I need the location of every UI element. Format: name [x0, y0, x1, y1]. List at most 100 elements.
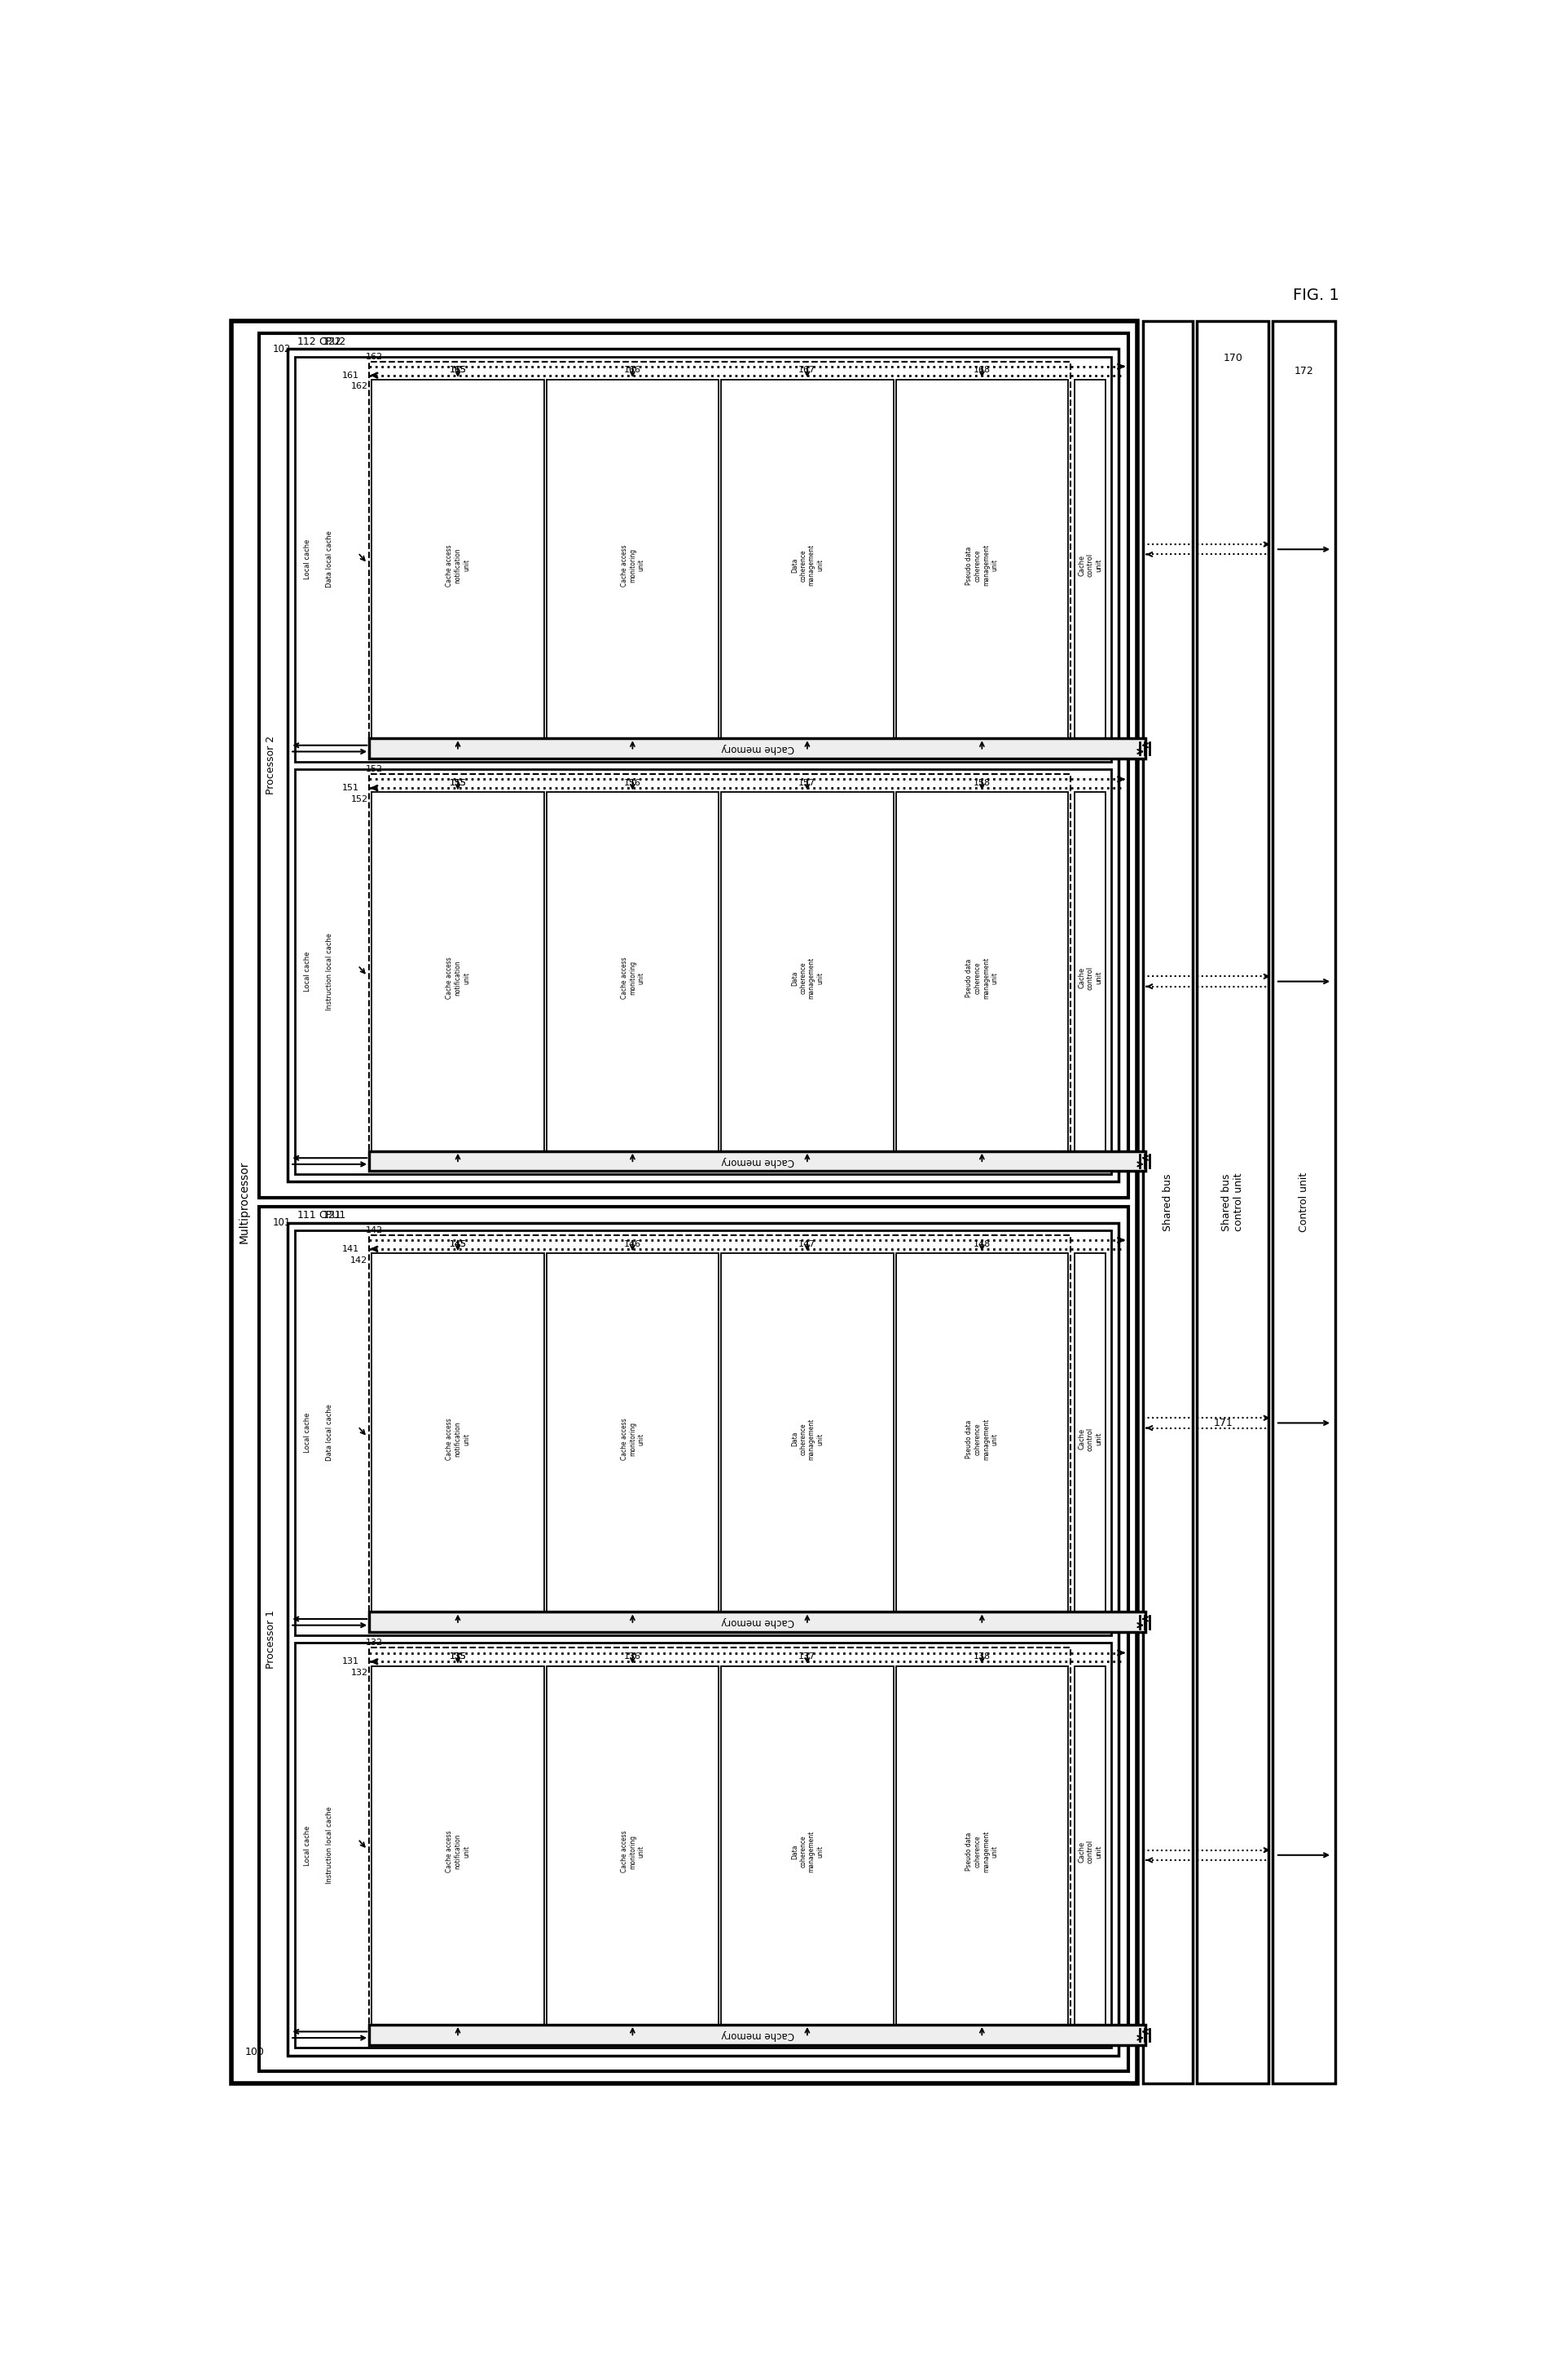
Text: 132: 132 [366, 1640, 383, 1647]
Text: Cache access
monitoring
unit: Cache access monitoring unit [620, 957, 645, 1000]
Text: 152: 152 [350, 795, 367, 804]
Text: 111: 111 [298, 1209, 316, 1221]
Bar [369, 774, 1071, 1169]
Text: 131: 131 [343, 1656, 360, 1666]
Text: 132: 132 [350, 1668, 367, 1678]
Text: 155: 155 [449, 778, 466, 788]
Text: 145: 145 [449, 1240, 466, 1247]
Text: 172: 172 [1295, 367, 1313, 376]
Text: 165: 165 [449, 367, 466, 374]
Text: Data
coherence
management
unit: Data coherence management unit [792, 545, 824, 585]
Bar [721, 1666, 893, 2037]
Text: Cache access
notification
unit: Cache access notification unit [446, 1418, 471, 1459]
Bar [1273, 321, 1335, 2085]
Bar [369, 362, 1071, 757]
Bar [896, 1254, 1068, 1626]
Text: CPU2: CPU2 [319, 336, 346, 347]
Text: Data local cache: Data local cache [326, 531, 333, 588]
Text: 161: 161 [343, 371, 360, 378]
Text: Data
coherence
management
unit: Data coherence management unit [792, 1418, 824, 1459]
Text: 137: 137 [799, 1652, 816, 1661]
Text: 112: 112 [298, 336, 316, 347]
Bar [369, 738, 1146, 759]
Text: 168: 168 [974, 367, 991, 374]
Text: 165: 165 [449, 367, 466, 374]
Text: Cache
control
unit: Cache control unit [1079, 1428, 1102, 1452]
Text: 102: 102 [272, 343, 290, 355]
Text: 101: 101 [272, 1216, 290, 1228]
Text: 171: 171 [1214, 1418, 1233, 1428]
Bar [721, 1254, 893, 1626]
Bar [1074, 381, 1106, 752]
Text: Processor 1: Processor 1 [265, 1609, 276, 1668]
Text: Shared bus
control unit: Shared bus control unit [1222, 1173, 1244, 1230]
Text: Cache access
monitoring
unit: Cache access monitoring unit [620, 1418, 645, 1459]
Text: 148: 148 [974, 1240, 991, 1247]
Bar [721, 793, 893, 1164]
Text: Local cache: Local cache [304, 1825, 312, 1866]
Text: 151: 151 [343, 783, 360, 793]
Text: Pseudo data
coherence
management
unit: Pseudo data coherence management unit [966, 957, 998, 1000]
Bar [372, 381, 545, 752]
Text: 145: 145 [449, 1240, 466, 1247]
Bar [287, 1223, 1119, 2056]
Text: Data
coherence
management
unit: Data coherence management unit [792, 1830, 824, 1873]
Text: 152: 152 [366, 764, 383, 774]
Bar [231, 321, 1137, 2085]
Text: Pseudo data
coherence
management
unit: Pseudo data coherence management unit [966, 1418, 998, 1459]
Text: CPU1: CPU1 [319, 1209, 346, 1221]
Text: 100: 100 [245, 2047, 265, 2059]
Bar [546, 793, 719, 1164]
Bar [1074, 1666, 1106, 2037]
Text: 170: 170 [1224, 352, 1242, 364]
Bar [1143, 321, 1193, 2085]
Text: Cache access
notification
unit: Cache access notification unit [446, 1830, 471, 1873]
Text: 138: 138 [974, 1652, 991, 1661]
Text: Local cache: Local cache [304, 952, 312, 992]
Text: Pseudo data
coherence
management
unit: Pseudo data coherence management unit [966, 1830, 998, 1873]
Bar [369, 1235, 1071, 1630]
Bar [295, 1642, 1111, 2047]
Bar [287, 350, 1119, 1183]
Text: 167: 167 [799, 367, 816, 374]
Bar [369, 2025, 1146, 2044]
Text: Cache access
monitoring
unit: Cache access monitoring unit [620, 1830, 645, 1873]
Bar [369, 1647, 1071, 2042]
Text: 135: 135 [449, 1652, 466, 1661]
Text: 121: 121 [322, 1209, 341, 1221]
Text: 142: 142 [366, 1226, 383, 1235]
Text: Shared bus: Shared bus [1162, 1173, 1173, 1230]
Bar [721, 381, 893, 752]
Text: Local cache: Local cache [304, 1414, 312, 1452]
Bar [259, 1207, 1128, 2071]
Text: Cache memory: Cache memory [721, 743, 795, 754]
Bar [1074, 1254, 1106, 1626]
Text: Cache access
monitoring
unit: Cache access monitoring unit [620, 545, 645, 585]
Text: 141: 141 [343, 1245, 360, 1252]
Text: 136: 136 [623, 1652, 640, 1661]
Text: 147: 147 [799, 1240, 816, 1247]
Text: FIG. 1: FIG. 1 [1293, 288, 1339, 302]
Bar [259, 333, 1128, 1197]
Bar [372, 793, 545, 1164]
Text: Cache memory: Cache memory [721, 1616, 795, 1628]
Bar [1074, 793, 1106, 1164]
Text: 162: 162 [366, 352, 383, 359]
Text: Cache
control
unit: Cache control unit [1079, 555, 1102, 578]
Bar [372, 1254, 545, 1626]
Text: Cache memory: Cache memory [721, 1157, 795, 1166]
Text: Instruction local cache: Instruction local cache [326, 1806, 333, 1885]
Text: Cache access
notification
unit: Cache access notification unit [446, 545, 471, 585]
Text: Local cache: Local cache [304, 538, 312, 578]
Text: 155: 155 [449, 778, 466, 788]
Bar [372, 1666, 545, 2037]
Bar [295, 1230, 1111, 1635]
Text: Processor 2: Processor 2 [265, 735, 276, 795]
Text: 122: 122 [322, 336, 341, 347]
Text: Cache access
notification
unit: Cache access notification unit [446, 957, 471, 1000]
Bar [369, 1611, 1146, 1633]
Bar [1197, 321, 1268, 2085]
Text: Control unit: Control unit [1299, 1173, 1308, 1233]
Text: Data
coherence
management
unit: Data coherence management unit [792, 957, 824, 1000]
Bar [369, 1152, 1146, 1171]
